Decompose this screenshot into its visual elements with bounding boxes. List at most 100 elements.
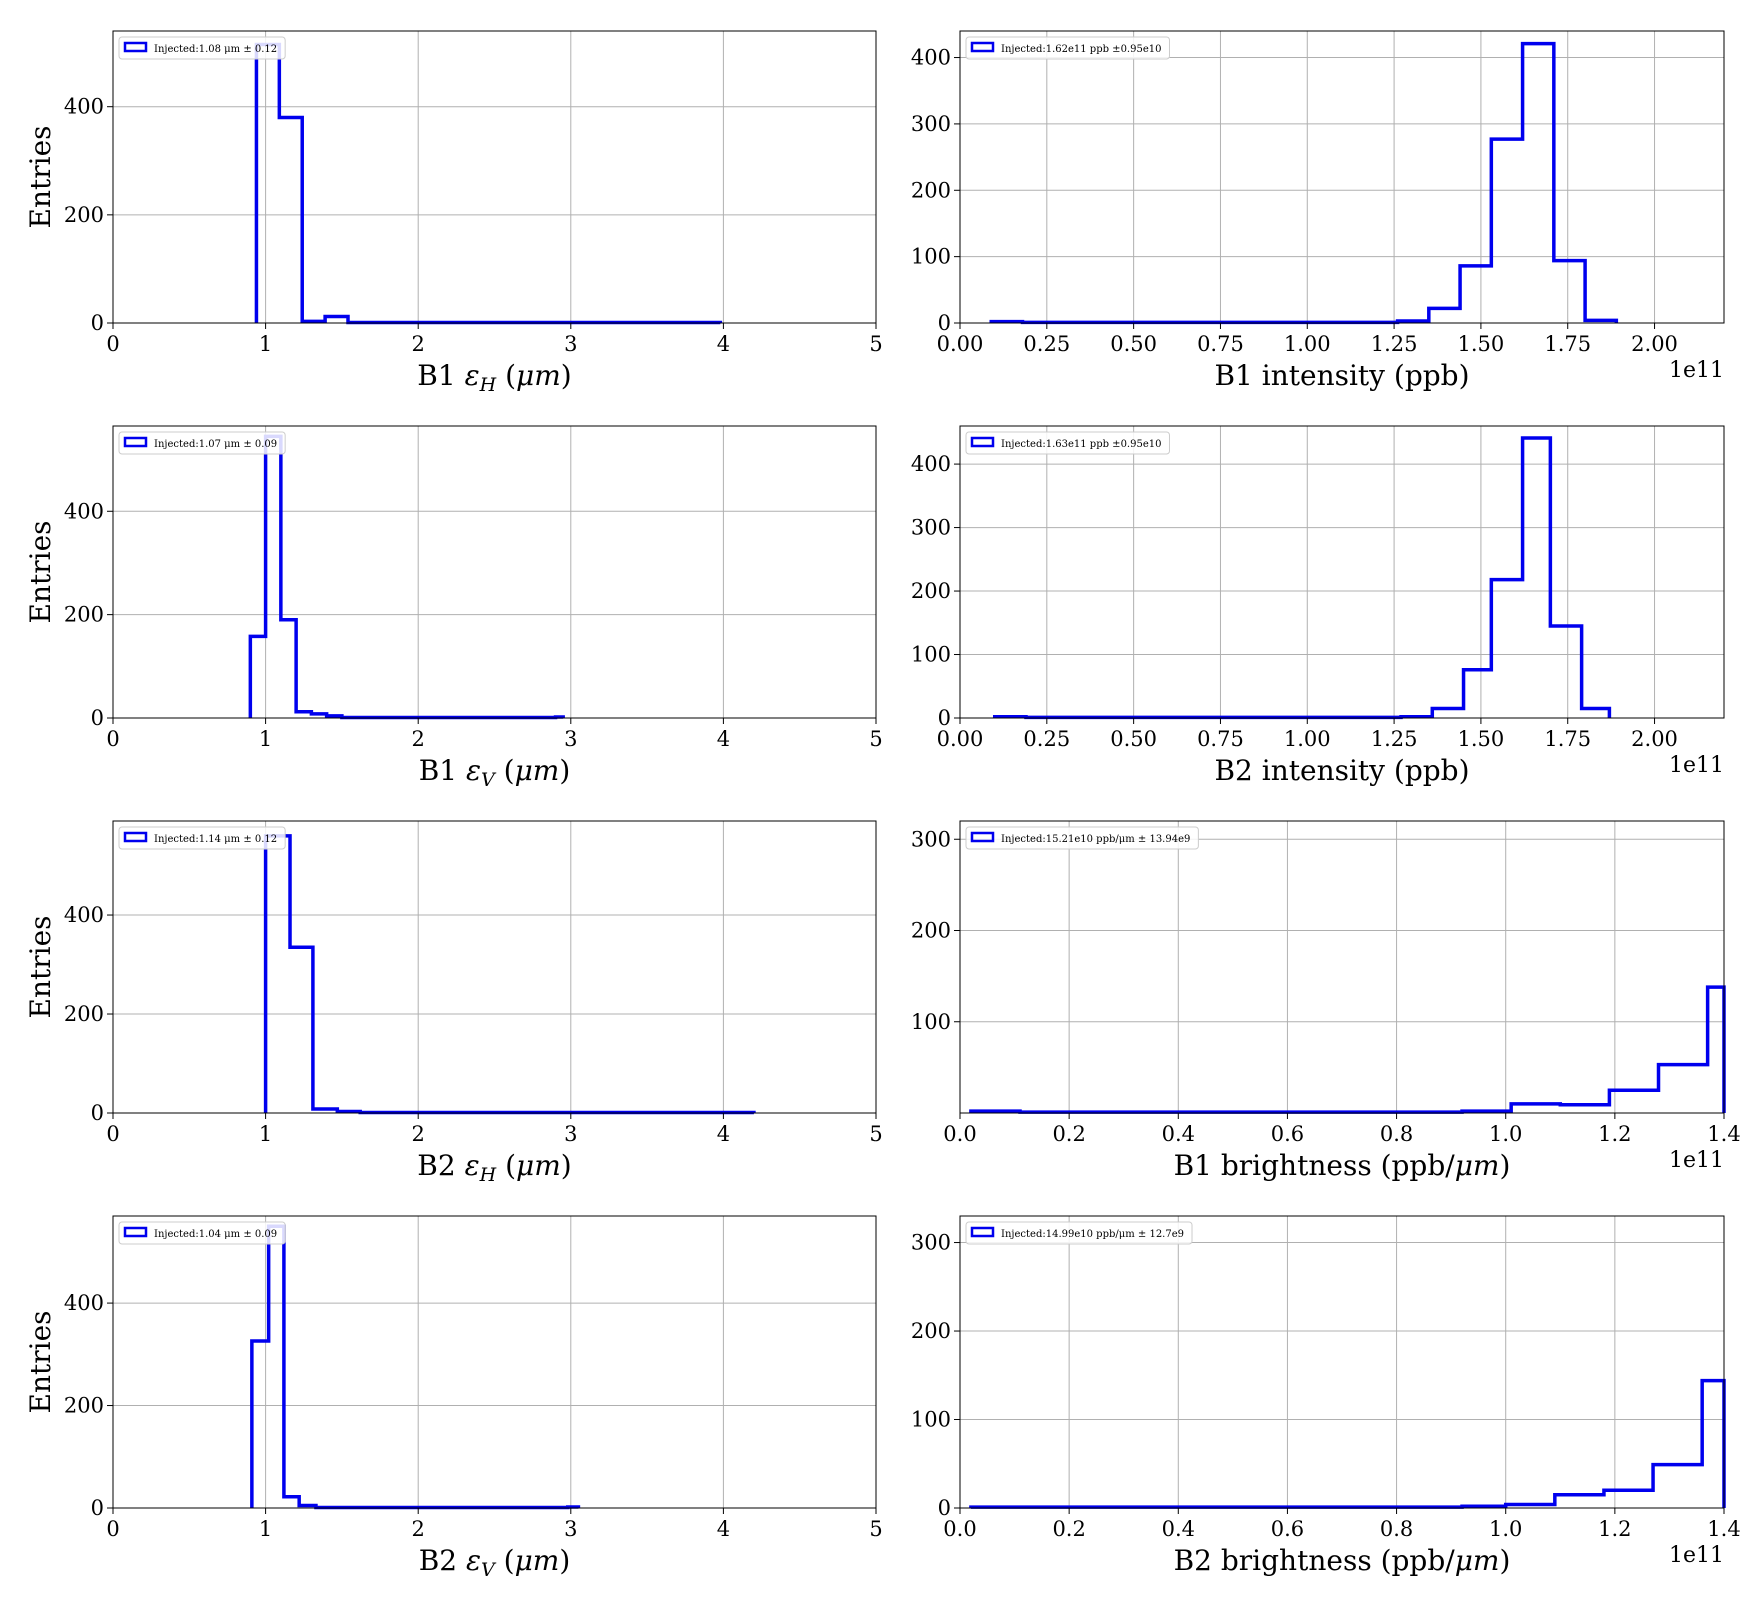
y-tick-label: 400 — [64, 903, 104, 927]
x-axis-label-part: μm — [515, 754, 560, 787]
legend-text: Injected:1.04 μm ± 0.09 — [154, 1229, 277, 1240]
x-axis-label-part: ( — [495, 754, 515, 787]
legend-swatch — [123, 436, 148, 448]
x-tick-label: 1.75 — [1544, 727, 1591, 751]
x-axis-label-part: H — [479, 1164, 497, 1186]
y-tick-label: 400 — [64, 499, 104, 523]
x-tick-label: 0.0 — [943, 1517, 976, 1541]
x-tick-label: 0.0 — [943, 1122, 976, 1146]
x-tick-label: 2 — [412, 332, 425, 356]
histogram-panel-7: 0 1 2 3 4 5 0 200 400 B2 εV (μm) Entries Injected:1… — [24, 1215, 883, 1581]
x-tick-label: 1.00 — [1284, 727, 1331, 751]
legend: Injected:1.14 μm ± 0.12 — [118, 826, 286, 850]
legend-text: Injected:1.14 μm ± 0.12 — [154, 834, 277, 845]
legend-text: Injected:1.63e11 ppb ±0.95e10 — [1001, 439, 1161, 450]
histogram-series — [263, 834, 756, 1115]
x-tick-label: 0.4 — [1162, 1517, 1195, 1541]
x-tick-label: 4 — [717, 1517, 730, 1541]
x-tick-label: 1 — [259, 1122, 272, 1146]
y-tick-label: 0 — [938, 706, 951, 730]
legend-text: Injected:14.99e10 ppb/μm ± 12.7e9 — [1001, 1229, 1184, 1240]
x-axis-label-part: ε — [465, 359, 480, 392]
x-tick-label: 0.4 — [1162, 1122, 1195, 1146]
legend-swatch — [970, 831, 995, 843]
y-tick-label: 100 — [911, 245, 951, 269]
legend-text: Injected:1.07 μm ± 0.09 — [154, 439, 277, 450]
x-axis-label-part: V — [481, 769, 497, 791]
y-axis-label: Entries — [24, 1310, 57, 1413]
x-axis-label-part: B1 brightness (ppb/ — [1174, 1149, 1456, 1182]
x-axis-label-part: μm — [515, 1544, 560, 1577]
x-tick-label: 1.00 — [1284, 332, 1331, 356]
y-axis-label: Entries — [24, 520, 57, 623]
plot-frame — [112, 1215, 877, 1509]
x-tick-label: 2 — [412, 1517, 425, 1541]
histogram-series — [989, 41, 1619, 325]
legend-text: Injected:15.21e10 ppb/μm ± 13.94e9 — [1001, 834, 1190, 845]
y-tick-label: 100 — [911, 1010, 951, 1034]
y-tick-label: 300 — [911, 112, 951, 136]
y-tick-label: 400 — [64, 1291, 104, 1315]
x-axis-label-part: B2 — [417, 1149, 464, 1182]
x-tick-label: 2 — [412, 727, 425, 751]
plot-frame — [112, 30, 877, 324]
x-tick-label: 1.2 — [1598, 1517, 1631, 1541]
legend-text: Injected:1.08 μm ± 0.12 — [154, 44, 277, 55]
y-tick-label: 200 — [911, 919, 951, 943]
legend-swatch — [970, 41, 995, 53]
plot-frame — [112, 820, 877, 1114]
y-tick-label: 0 — [91, 706, 104, 730]
x-tick-label: 0.00 — [937, 727, 984, 751]
x-axis-label-part: ) — [1499, 1149, 1510, 1182]
x-tick-label: 5 — [869, 1517, 882, 1541]
x-axis-label-part: ) — [561, 359, 572, 392]
x-tick-label: 0.2 — [1052, 1122, 1085, 1146]
x-axis-label-part: B1 — [417, 359, 464, 392]
y-tick-label: 400 — [911, 452, 951, 476]
y-axis-label: Entries — [24, 125, 57, 228]
y-tick-label: 0 — [91, 311, 104, 335]
legend-text: Injected:1.62e11 ppb ±0.95e10 — [1001, 44, 1161, 55]
x-axis-label-part: B2 intensity (ppb) — [1214, 754, 1469, 787]
x-tick-label: 0.6 — [1271, 1122, 1304, 1146]
y-tick-label: 200 — [64, 1394, 104, 1418]
x-tick-label: 1 — [259, 727, 272, 751]
legend-box — [118, 36, 286, 60]
x-axis-label-part: B2 — [419, 1544, 466, 1577]
y-tick-label: 400 — [64, 95, 104, 119]
y-tick-label: 300 — [911, 516, 951, 540]
plot-frame — [959, 1215, 1725, 1509]
x-tick-label: 1.2 — [1598, 1122, 1631, 1146]
x-offset-label: 1e11 — [1669, 358, 1724, 383]
histogram-panel-1: 0 1 2 3 4 5 0 200 400 B1 εH (μm) Entries Injected:1… — [24, 30, 883, 396]
x-tick-label: 1 — [259, 332, 272, 356]
y-tick-label: 0 — [91, 1101, 104, 1125]
legend-box — [118, 431, 286, 455]
legend-swatch — [123, 41, 148, 53]
x-axis-label: B1 εH (μm) — [417, 359, 571, 396]
histogram-series — [250, 1224, 581, 1510]
plot-frame — [959, 30, 1725, 324]
x-tick-label: 0.8 — [1380, 1122, 1413, 1146]
x-axis-label-part: ε — [466, 1544, 481, 1577]
x-tick-label: 3 — [564, 1517, 577, 1541]
x-offset-label: 1e11 — [1669, 1148, 1724, 1173]
x-axis-label-part: μm — [1455, 1544, 1500, 1577]
x-axis-label-part: ( — [496, 359, 516, 392]
x-tick-label: 0.50 — [1110, 332, 1157, 356]
legend: Injected:1.62e11 ppb ±0.95e10 — [965, 36, 1170, 60]
x-axis-label: B2 εH (μm) — [417, 1149, 571, 1186]
x-axis-label: B1 brightness (ppb/μm) — [1174, 1149, 1511, 1182]
y-tick-label: 200 — [911, 178, 951, 202]
y-tick-label: 200 — [911, 1319, 951, 1343]
x-axis-label-part: ( — [496, 1149, 516, 1182]
x-tick-label: 0.6 — [1271, 1517, 1304, 1541]
x-tick-label: 3 — [564, 727, 577, 751]
x-tick-label: 1.50 — [1458, 727, 1505, 751]
x-tick-label: 2.00 — [1631, 727, 1678, 751]
x-axis-label: B1 intensity (ppb) — [1214, 359, 1469, 392]
x-offset-label: 1e11 — [1669, 753, 1724, 778]
legend-box — [965, 36, 1170, 60]
x-tick-label: 0.8 — [1380, 1517, 1413, 1541]
legend-swatch — [970, 436, 995, 448]
